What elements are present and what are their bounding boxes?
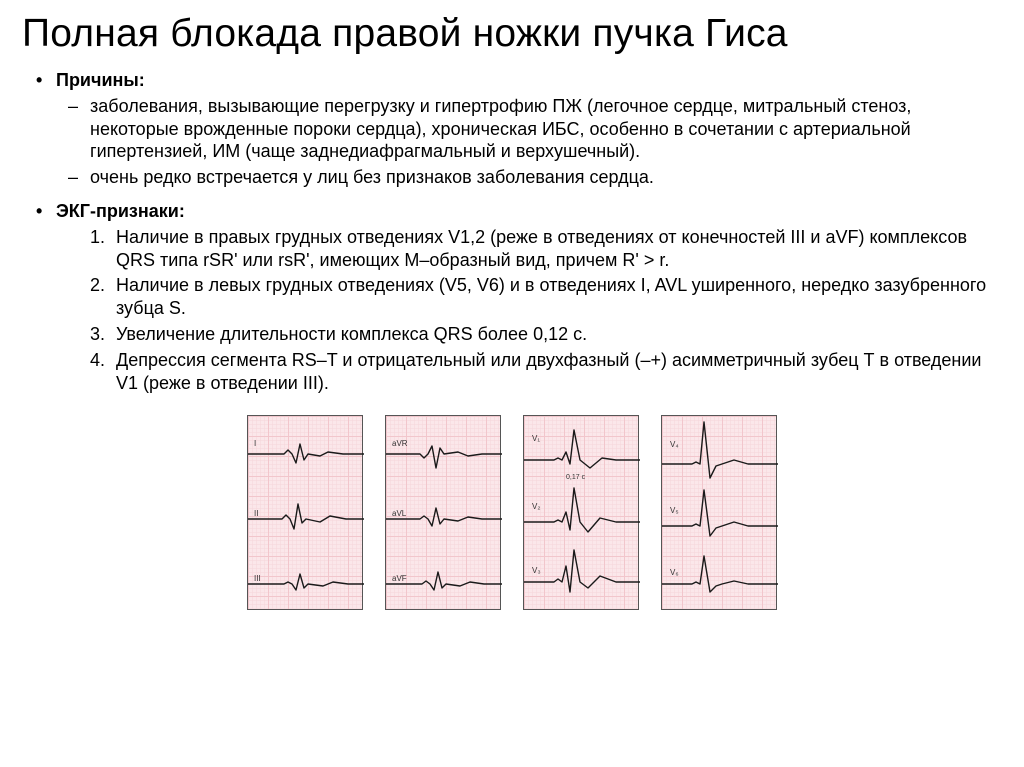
ecg-panel: V₄V₅V₆ <box>661 415 777 610</box>
ecg-trace-svg <box>386 416 502 611</box>
slide-title: Полная блокада правой ножки пучка Гиса <box>22 12 1002 56</box>
ecg-panel: IIIIII <box>247 415 363 610</box>
ecg-trace <box>524 550 640 592</box>
ecg-trace <box>248 574 364 590</box>
ecg-trace <box>386 572 502 590</box>
ecg-panel: V₁V₂V₃0,17 с <box>523 415 639 610</box>
ecg-signs-list: Наличие в правых грудных отведениях V1,2… <box>56 226 1002 395</box>
ecg-trace-svg <box>248 416 364 611</box>
content-block: Причины: заболевания, вызывающие перегру… <box>22 70 1002 395</box>
list-item: Наличие в правых грудных отведениях V1,2… <box>110 226 1002 272</box>
ecg-heading: ЭКГ-признаки: <box>56 201 1002 222</box>
ecg-panel: aVRaVLaVF <box>385 415 501 610</box>
list-item: Увеличение длительности комплекса QRS бо… <box>110 323 1002 346</box>
ecg-row: IIIIIIaVRaVLaVFV₁V₂V₃0,17 сV₄V₅V₆ <box>22 415 1002 610</box>
list-item: очень редко встречается у лиц без призна… <box>90 166 1002 189</box>
causes-heading: Причины: <box>56 70 1002 91</box>
ecg-trace <box>524 488 640 532</box>
ecg-trace-svg <box>662 416 778 611</box>
ecg-trace <box>248 504 364 529</box>
ecg-trace <box>248 444 364 463</box>
ecg-trace <box>386 446 502 468</box>
ecg-trace <box>662 490 778 536</box>
ecg-trace <box>662 422 778 478</box>
ecg-trace-svg <box>524 416 640 611</box>
list-item: Депрессия сегмента RS–T и отрицательный … <box>110 349 1002 395</box>
ecg-trace <box>386 508 502 526</box>
ecg-trace <box>524 430 640 468</box>
causes-list: заболевания, вызывающие перегрузку и гип… <box>56 95 1002 189</box>
list-item: Наличие в левых грудных отведениях (V5, … <box>110 274 1002 320</box>
list-item: заболевания, вызывающие перегрузку и гип… <box>90 95 1002 163</box>
ecg-trace <box>662 556 778 592</box>
